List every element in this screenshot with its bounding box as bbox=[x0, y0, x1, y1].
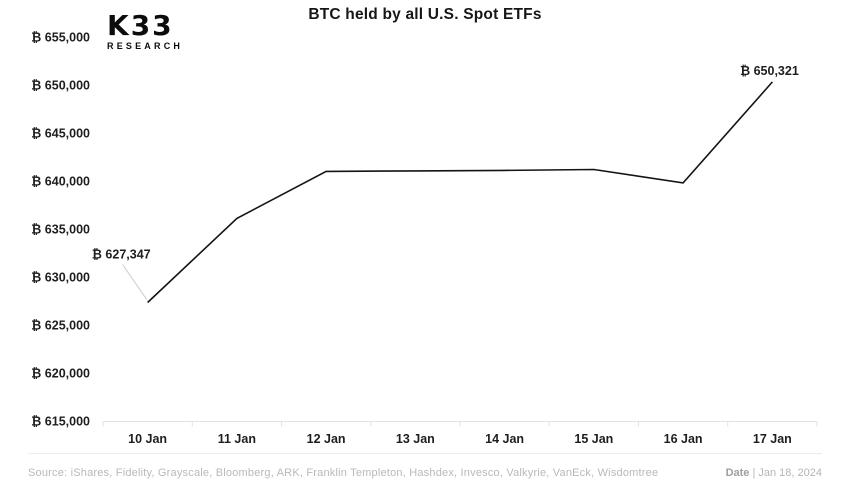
k33-logo-text: K33 bbox=[107, 9, 174, 42]
chart-title: BTC held by all U.S. Spot ETFs bbox=[308, 6, 542, 23]
y-axis-label: ₿ 630,000 bbox=[31, 271, 90, 285]
source-text: Source: iShares, Fidelity, Grayscale, Bl… bbox=[28, 467, 659, 479]
annotation-label: ₿ 627,347 bbox=[92, 247, 151, 261]
y-axis-label: ₿ 620,000 bbox=[31, 367, 90, 381]
y-axis-label: ₿ 645,000 bbox=[31, 127, 90, 141]
date-label: Date | Jan 18, 2024 bbox=[726, 467, 822, 479]
date-value: | Jan 18, 2024 bbox=[752, 467, 822, 479]
y-axis-label: ₿ 635,000 bbox=[31, 223, 90, 237]
x-axis-label: 11 Jan bbox=[218, 432, 256, 446]
x-axis-label: 15 Jan bbox=[574, 432, 613, 446]
line-chart: ₿ 655,000 ₿ 650,000 ₿ 645,000 ₿ 640,000 ₿ 63… bbox=[31, 31, 818, 446]
x-axis-label: 10 Jan bbox=[128, 432, 167, 446]
x-axis-label: 17 Jan bbox=[753, 432, 792, 446]
y-axis-label: ₿ 640,000 bbox=[31, 175, 90, 189]
annotation-label: ₿ 650,321 bbox=[740, 64, 799, 78]
x-axis-label: 16 Jan bbox=[664, 432, 703, 446]
data-line bbox=[147, 81, 773, 304]
x-axis-label: 14 Jan bbox=[485, 432, 524, 446]
date-word: Date bbox=[725, 467, 750, 479]
x-axis-label: 13 Jan bbox=[396, 432, 435, 446]
chart-footer: Source: iShares, Fidelity, Grayscale, Bl… bbox=[28, 453, 822, 479]
k33-logo-subtext: RESEARCH bbox=[107, 41, 184, 51]
y-axis-label: ₿ 625,000 bbox=[31, 319, 90, 333]
annotation-leader-line bbox=[122, 264, 148, 300]
y-axis-label: ₿ 650,000 bbox=[31, 79, 90, 93]
x-axis-label: 12 Jan bbox=[307, 432, 346, 446]
y-axis-label: ₿ 655,000 bbox=[31, 31, 90, 45]
k33-logo: K33 RESEARCH bbox=[107, 12, 183, 51]
y-axis-label: ₿ 615,000 bbox=[31, 415, 90, 429]
